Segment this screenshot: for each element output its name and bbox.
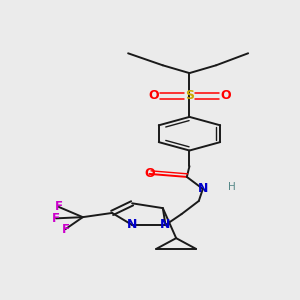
Text: N: N — [127, 218, 137, 231]
Text: N: N — [198, 182, 208, 195]
Text: F: F — [61, 223, 69, 236]
Text: N: N — [160, 218, 171, 231]
Text: S: S — [185, 89, 194, 102]
Text: O: O — [148, 89, 159, 102]
Text: F: F — [52, 212, 60, 225]
Text: O: O — [144, 167, 155, 180]
Text: F: F — [55, 200, 63, 213]
Text: H: H — [228, 182, 236, 192]
Text: O: O — [220, 89, 231, 102]
